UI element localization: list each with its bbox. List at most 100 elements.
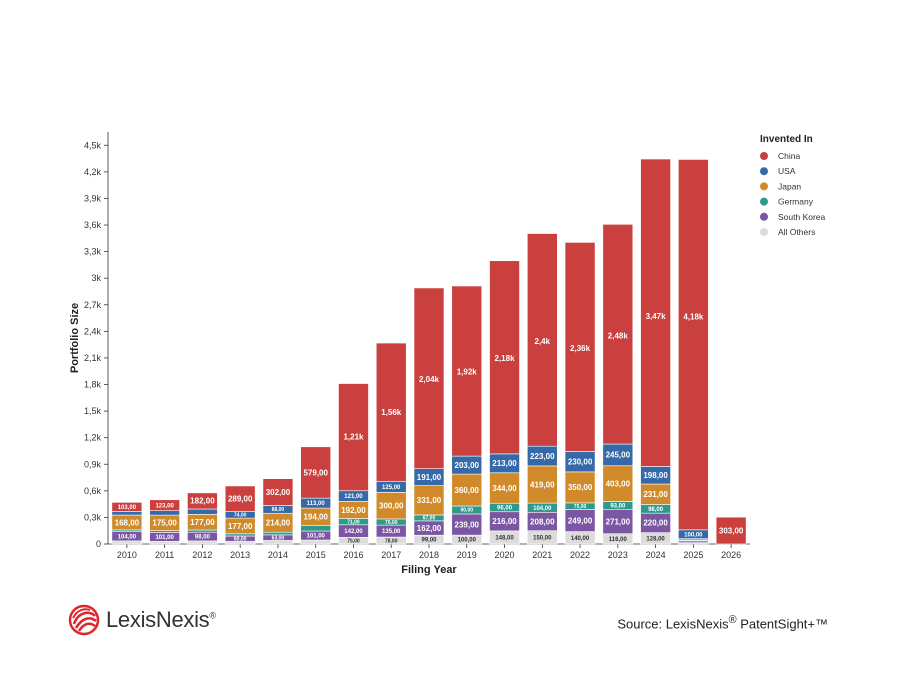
data-label-germany: 93,00 [610, 504, 626, 510]
data-label-japan: 344,00 [492, 484, 517, 493]
bar-segment-china [451, 285, 483, 457]
data-label-south-korea: 216,00 [492, 517, 517, 526]
data-label-japan: 168,00 [115, 518, 140, 527]
x-tick-label: 2016 [343, 550, 363, 560]
bar-segment-south-korea [602, 509, 634, 535]
data-label-japan: 300,00 [379, 501, 404, 510]
data-label-usa: 100,00 [684, 532, 703, 538]
y-tick-label: 3,9k [84, 193, 102, 203]
data-label-south-korea: 249,00 [568, 516, 593, 525]
data-label-china: 579,00 [303, 468, 328, 477]
data-label-germany: 71,00 [347, 519, 360, 525]
data-label-all-others: 148,00 [495, 536, 514, 542]
y-tick-label: 0,3k [84, 512, 102, 522]
x-tick-label: 2022 [570, 550, 590, 560]
data-label-china: 289,00 [228, 495, 253, 504]
data-label-south-korea: 135,00 [382, 529, 401, 535]
data-label-all-others: 78,00 [385, 538, 398, 544]
data-label-germany: 104,00 [533, 506, 552, 512]
data-label-china: 2,48k [608, 332, 629, 341]
data-label-usa: 245,00 [606, 451, 631, 460]
bars [111, 158, 747, 545]
data-label-south-korea: 98,00 [195, 535, 211, 541]
y-tick-label: 0,9k [84, 459, 102, 469]
data-label-china: 2,4k [535, 337, 551, 346]
x-tick-label: 2021 [532, 550, 552, 560]
bar-segment-usa [187, 508, 218, 515]
data-label-usa: 223,00 [530, 452, 555, 461]
data-label-china: 302,00 [266, 488, 291, 497]
bar-segment-japan [375, 492, 407, 520]
axes: 0 0,3k 0,6k 0,9k 1,2k 1,5k 1,8k 2,1k 2,4k 2,7k 3k 3… [69, 132, 750, 576]
bar-segment-germany [300, 525, 332, 532]
bar-segment-all-others [149, 541, 180, 545]
bar-segment-china [413, 287, 445, 469]
source-note: Source: LexisNexis® PatentSight+™ [617, 614, 828, 632]
bar-segment-china [149, 499, 180, 511]
bar-segment-china [602, 224, 634, 445]
data-label-japan: 331,00 [417, 496, 442, 505]
data-label-japan: 177,00 [190, 518, 215, 527]
bar-segment-china [300, 446, 332, 499]
x-tick-label: 2012 [192, 550, 212, 560]
y-axis-title: Portfolio Size [69, 303, 81, 373]
data-label-china: 2,18k [495, 354, 516, 363]
bar-segment-china [715, 516, 747, 545]
legend-label-all-others: All Others [778, 227, 815, 237]
bar-segment-all-others [300, 539, 332, 545]
y-tick-label: 3k [91, 273, 101, 283]
bar-segment-all-others [111, 540, 143, 545]
data-label-usa: 74,00 [234, 513, 247, 519]
red-knot-logo-icon [68, 604, 100, 636]
data-label-south-korea: 220,00 [643, 519, 668, 528]
data-label-china: 1,56k [381, 408, 402, 417]
data-label-germany: 96,00 [497, 506, 513, 512]
data-label-all-others: 150,00 [533, 535, 552, 541]
data-label-japan: 194,00 [303, 513, 328, 522]
data-label-germany: 98,00 [648, 507, 664, 513]
bar-segment-china [338, 383, 369, 492]
y-tick-label: 1,8k [84, 380, 102, 390]
x-axis-title: Filing Year [401, 564, 457, 576]
y-tick-label: 4,2k [84, 167, 102, 177]
y-tick-label: 4,5k [84, 140, 102, 150]
legend-swatch-japan [760, 182, 768, 191]
data-label-china: 1,92k [457, 367, 478, 376]
data-label-all-others: 99,00 [421, 538, 437, 544]
data-label-japan: 175,00 [152, 519, 177, 528]
data-label-japan: 177,00 [228, 522, 253, 531]
x-tick-label: 2026 [721, 550, 741, 560]
lexisnexis-logo: LexisNexis® [68, 604, 216, 636]
data-label-china: 303,00 [719, 526, 744, 535]
bar-segment-japan [564, 471, 596, 504]
bar-segment-japan [489, 472, 520, 504]
data-label-japan: 360,00 [455, 486, 480, 495]
data-label-usa: 203,00 [455, 461, 480, 470]
x-tick-label: 2011 [155, 550, 174, 560]
y-tick-label: 2,1k [84, 353, 102, 363]
data-label-japan: 231,00 [643, 490, 668, 499]
x-tick-label: 2025 [683, 550, 703, 560]
y-tick-label: 0 [96, 539, 101, 549]
legend-swatch-china [760, 152, 768, 160]
data-label-usa: 88,00 [272, 507, 285, 513]
legend-label-south-korea: South Korea [778, 212, 826, 222]
data-label-germany: 70,00 [385, 520, 398, 526]
y-tick-label: 3,3k [84, 247, 102, 257]
data-label-south-korea: 239,00 [455, 520, 480, 529]
x-tick-label: 2023 [608, 550, 628, 560]
y-tick-label: 3,6k [84, 220, 102, 230]
data-label-south-korea: 60,00 [234, 536, 247, 542]
data-label-japan: 419,00 [530, 480, 555, 489]
logo-wordmark: LexisNexis® [106, 607, 216, 632]
x-tick-label: 2020 [495, 550, 515, 560]
data-label-japan: 350,00 [568, 483, 593, 492]
legend-label-japan: Japan [778, 181, 801, 191]
x-tick-label: 2013 [230, 550, 250, 560]
data-label-china: 2,36k [570, 344, 591, 353]
data-label-all-others: 100,00 [458, 538, 477, 544]
y-tick-label: 2,4k [84, 326, 102, 336]
data-label-all-others: 116,00 [609, 537, 628, 543]
data-label-south-korea: 162,00 [417, 524, 442, 533]
